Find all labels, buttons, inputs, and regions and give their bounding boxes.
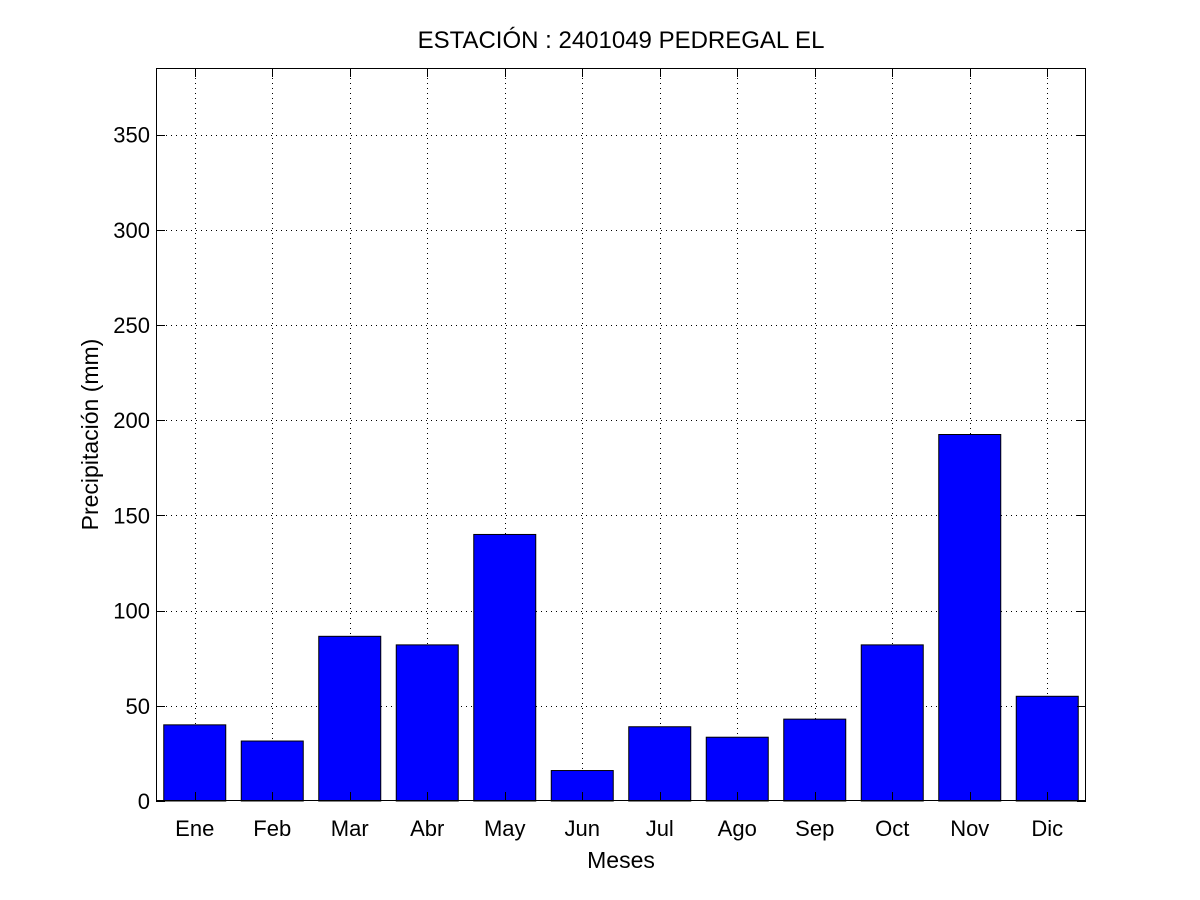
y-tick-label: 0 [138, 789, 150, 814]
x-tick-label: Jun [565, 816, 600, 841]
plot-frame [156, 68, 1086, 801]
y-tick-label: 250 [113, 313, 150, 338]
y-tick-label: 300 [113, 218, 150, 243]
ticks [156, 68, 1086, 802]
y-tick-label: 50 [126, 694, 150, 719]
bar-nov [938, 434, 1002, 802]
plot-area [156, 68, 1086, 801]
x-tick-label: Jul [646, 816, 674, 841]
x-tick-label: Feb [253, 816, 291, 841]
x-tick-label: Dic [1031, 816, 1063, 841]
bar-sep [783, 718, 847, 802]
x-tick-label: Sep [795, 816, 834, 841]
x-axis-label: Meses [587, 847, 655, 873]
x-tick-label: Ago [718, 816, 757, 841]
bar-ene [163, 724, 227, 802]
y-tick-label: 350 [113, 123, 150, 148]
chart-title: ESTACIÓN : 2401049 PEDREGAL EL [418, 27, 825, 54]
bar-dic [1015, 695, 1079, 802]
x-tick-label: Abr [410, 816, 444, 841]
tick-labels: 0 50 100 150 200 250 300 350 Ene Feb Mar Abr May Jun J… [113, 123, 1063, 841]
bar-mar [318, 635, 382, 802]
y-tick-label: 150 [113, 503, 150, 528]
y-axis-label: Precipitación (mm) [77, 339, 103, 531]
bar-abr [395, 644, 459, 802]
x-tick-label: Mar [331, 816, 369, 841]
bar-feb [240, 740, 304, 802]
x-tick-label: May [484, 816, 526, 841]
bar-jul [628, 726, 692, 802]
x-tick-label: Ene [175, 816, 214, 841]
bars [163, 434, 1079, 802]
x-tick-label: Nov [950, 816, 989, 841]
y-tick-label: 100 [113, 599, 150, 624]
y-tick-label: 200 [113, 408, 150, 433]
bar-ago [705, 736, 769, 802]
bar-oct [860, 644, 924, 802]
bar-may [473, 533, 537, 802]
x-tick-label: Oct [875, 816, 909, 841]
